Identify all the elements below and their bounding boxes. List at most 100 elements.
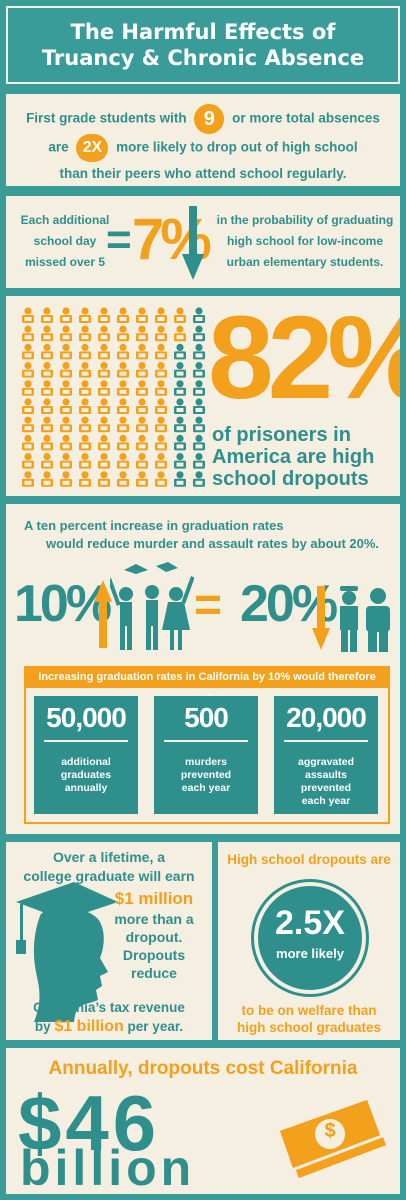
graduates-icon	[110, 562, 194, 650]
prisoner-icon	[193, 471, 205, 487]
prisoner-icon	[117, 434, 129, 451]
prisoner-icon	[60, 398, 72, 414]
lifetime-line-3: more than a	[114, 911, 194, 927]
lifetime-amount-million: $1 million	[114, 889, 194, 908]
lifetime-bottom-text: California’s tax revenue by $1 billion p…	[6, 998, 212, 1036]
prisoner-icon	[22, 398, 34, 414]
absences-text-3: are	[48, 139, 69, 155]
prisoner-icon	[136, 471, 148, 487]
prisoner-icon	[60, 416, 72, 433]
prisoner-icon	[60, 325, 72, 342]
prisoner-icon	[193, 416, 205, 433]
prisoner-icon	[136, 325, 148, 342]
prisoner-icon	[136, 453, 148, 469]
prisoner-icon	[98, 343, 110, 360]
prisoner-icon	[117, 380, 129, 396]
lifetime-right-text: $1 million more than a dropout. Dropouts…	[98, 888, 210, 982]
prisoner-icon	[60, 307, 72, 323]
absences-badge-2x: 2X	[76, 134, 109, 162]
welfare-line-3: high school graduates	[236, 1020, 382, 1035]
down-arrow-icon	[182, 206, 204, 280]
prisoner-icon	[117, 471, 129, 487]
prisoner-icon	[22, 453, 34, 469]
prisoner-icon	[174, 471, 186, 487]
prisoner-icon	[193, 325, 205, 342]
welfare-sub: more likely	[276, 946, 344, 961]
prisoner-icon	[79, 434, 91, 451]
welfare-big: 2.5X	[275, 904, 345, 942]
prisoner-icon	[174, 325, 186, 342]
cost-panel: Annually, dropouts cost California $46 b…	[6, 1048, 400, 1194]
absences-text-1: First grade students with	[26, 110, 187, 126]
welfare-circle	[254, 882, 366, 994]
graduation-line-2: would reduce murder and assault rates by…	[46, 536, 380, 551]
prisoner-icon	[79, 362, 91, 378]
lifetime-panel: Over a lifetime, a college graduate will…	[6, 842, 212, 1040]
graduation-left-percent: 10%	[14, 575, 112, 633]
prisoner-icon	[155, 307, 167, 323]
result-card: 500 murders prevented each year	[154, 696, 258, 814]
prisoner-icon	[193, 343, 205, 360]
welfare-panel: High school dropouts are 2.5X more likel…	[218, 842, 400, 1040]
prisoner-icon	[79, 325, 91, 342]
lifetime-by: by	[34, 1019, 51, 1034]
prisoners-line-1: of prisoners in	[212, 424, 351, 446]
absences-text-4: more likely to drop out of high school	[116, 139, 358, 155]
prisoner-icon	[41, 398, 53, 414]
result-card-divider	[44, 740, 128, 742]
prisoner-icon	[193, 453, 205, 469]
prisoner-icon	[98, 380, 110, 396]
prisoner-icon	[193, 362, 205, 378]
lifetime-line-7: California’s tax revenue	[33, 1000, 185, 1015]
prisoner-icon	[193, 380, 205, 396]
school-day-right-1: in the probability of graduating	[216, 213, 394, 227]
welfare-line-2: to be on welfare than	[241, 1003, 377, 1018]
school-day-right-text: in the probability of graduating high sc…	[210, 210, 400, 273]
graduation-panel: A ten percent increase in graduation rat…	[6, 504, 400, 834]
prisoner-icon	[136, 434, 148, 451]
prisoner-icon	[117, 307, 129, 323]
lifetime-line-2: college graduate will earn	[23, 868, 195, 884]
prisoner-icon	[174, 380, 186, 396]
absences-line-2: are 2X more likely to drop out of high s…	[6, 134, 400, 162]
result-card-label-line: murders	[184, 756, 227, 768]
prisoner-icon	[98, 434, 110, 451]
prisoner-icon	[22, 343, 34, 360]
prisoner-icon	[22, 380, 34, 396]
prisoner-icon	[41, 453, 53, 469]
prisoner-icon	[136, 362, 148, 378]
lifetime-line-6: reduce	[131, 965, 177, 981]
lifetime-line-4: dropout.	[125, 929, 183, 945]
prisoner-icon	[41, 380, 53, 396]
graduation-line-1: A ten percent increase in graduation rat…	[24, 518, 284, 533]
prisoner-icon	[60, 380, 72, 396]
coin-dollar-sign: $	[324, 1120, 336, 1142]
school-day-right-2: high school for low-income	[227, 234, 383, 248]
prisoner-icon	[174, 434, 186, 451]
result-card: 50,000 additional graduates annually	[34, 696, 138, 814]
result-card-value: 500	[184, 702, 229, 733]
prisoner-icon	[136, 398, 148, 414]
prisoner-icon	[79, 471, 91, 487]
prisoners-panel: 82% of prisoners in America are high sch…	[6, 296, 400, 496]
prisoner-icon	[79, 398, 91, 414]
prisoner-icon	[79, 453, 91, 469]
prisoner-icon	[41, 416, 53, 433]
prisoner-icon	[22, 325, 34, 342]
prisoners-percent: 82%	[208, 296, 400, 424]
prisoner-icon	[41, 325, 53, 342]
result-card-label: aggravated assaults prevented each year	[274, 756, 378, 808]
prisoner-icon	[174, 398, 186, 414]
result-card-label-line: additional	[61, 756, 111, 768]
prisoner-icon	[117, 325, 129, 342]
school-day-left-1: Each additional	[20, 213, 110, 227]
prisoner-icon	[117, 398, 129, 414]
prisoner-icon	[22, 416, 34, 433]
title-line-1: The Harmful Effects of	[70, 20, 336, 44]
absences-text-2: or more total absences	[232, 110, 380, 126]
prisoner-icon	[22, 362, 34, 378]
money-bills-icon	[276, 1098, 390, 1182]
prisoner-icon	[79, 416, 91, 433]
prisoner-icon	[136, 307, 148, 323]
